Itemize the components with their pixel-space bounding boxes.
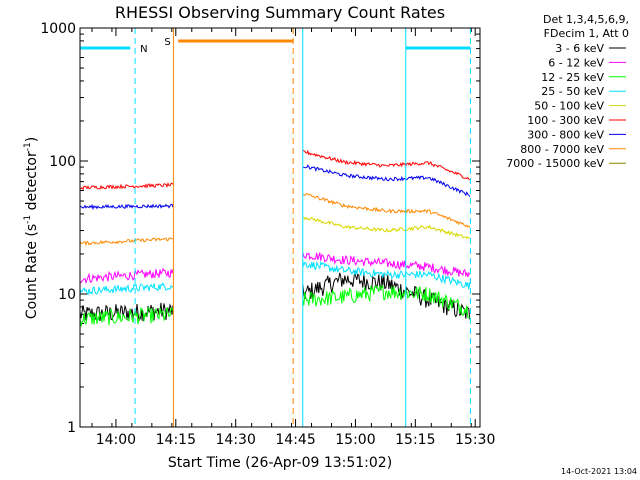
x-axis-label: Start Time (26-Apr-09 13:51:02)	[168, 455, 392, 471]
legend-header-1: Det 1,3,4,5,6,9,	[543, 13, 629, 26]
legend-label: 7000 - 15000 keV	[506, 157, 604, 170]
y-axis: 1 10 100 1000	[40, 21, 480, 436]
series-line	[79, 237, 174, 247]
saa-label: S	[164, 37, 170, 48]
x-tick-label: 15:00	[335, 432, 375, 448]
legend-label: 25 - 50 keV	[541, 85, 604, 98]
series-line	[302, 216, 470, 240]
ylabel-sup2: -1	[23, 142, 33, 151]
series-layer	[79, 149, 471, 327]
ylabel-end: )	[24, 137, 40, 142]
series-line	[302, 164, 471, 197]
series-line	[79, 182, 174, 191]
legend-label: 300 - 800 keV	[527, 128, 604, 141]
legend-label: 100 - 300 keV	[527, 114, 604, 127]
x-tick-label: 14:45	[275, 432, 315, 448]
series-line	[302, 192, 471, 228]
legend-label: 50 - 100 keV	[534, 100, 604, 113]
x-tick-label: 14:30	[216, 432, 256, 448]
legend-label: 12 - 25 keV	[541, 71, 604, 84]
x-tick-label: 14:00	[96, 432, 136, 448]
legend-header-2: FDecim 1, Att 0	[544, 27, 629, 40]
series-line	[79, 306, 174, 327]
x-tick-label: 15:15	[395, 432, 435, 448]
ylabel-main: Count Rate (s	[24, 224, 40, 319]
x-tick-label: 14:15	[156, 432, 196, 448]
series-line	[79, 267, 174, 285]
y-axis-label: Count Rate (s-1 detector-1)	[23, 137, 40, 319]
y-tick-label: 1	[67, 420, 76, 436]
x-axis: 14:00 14:15 14:30 14:45 15:00 15:15 15:30	[91, 28, 495, 448]
plot-frame	[79, 27, 481, 428]
chart-title: RHESSI Observing Summary Count Rates	[115, 3, 445, 22]
legend-label: 6 - 12 keV	[548, 56, 604, 69]
series-line	[302, 284, 470, 319]
series-line	[79, 302, 174, 322]
y-tick-label: 1000	[40, 21, 76, 37]
series-line	[79, 281, 174, 296]
ylabel-mid: detector	[24, 151, 40, 215]
night-label: N	[140, 44, 147, 55]
legend: Det 1,3,4,5,6,9, FDecim 1, Att 0 3 - 6 k…	[506, 13, 629, 170]
footer-date: 14-Oct-2021 13:04	[561, 467, 637, 476]
x-tick-label: 15:30	[455, 432, 495, 448]
ylabel-sup1: -1	[23, 215, 33, 224]
series-line	[302, 271, 471, 320]
series-line	[302, 149, 471, 181]
series-line	[79, 203, 174, 211]
y-tick-label: 100	[49, 154, 76, 170]
legend-label: 3 - 6 keV	[555, 42, 604, 55]
legend-label: 800 - 7000 keV	[520, 143, 604, 156]
series-line	[302, 252, 471, 278]
y-tick-label: 10	[58, 287, 76, 303]
series-line	[302, 260, 471, 290]
